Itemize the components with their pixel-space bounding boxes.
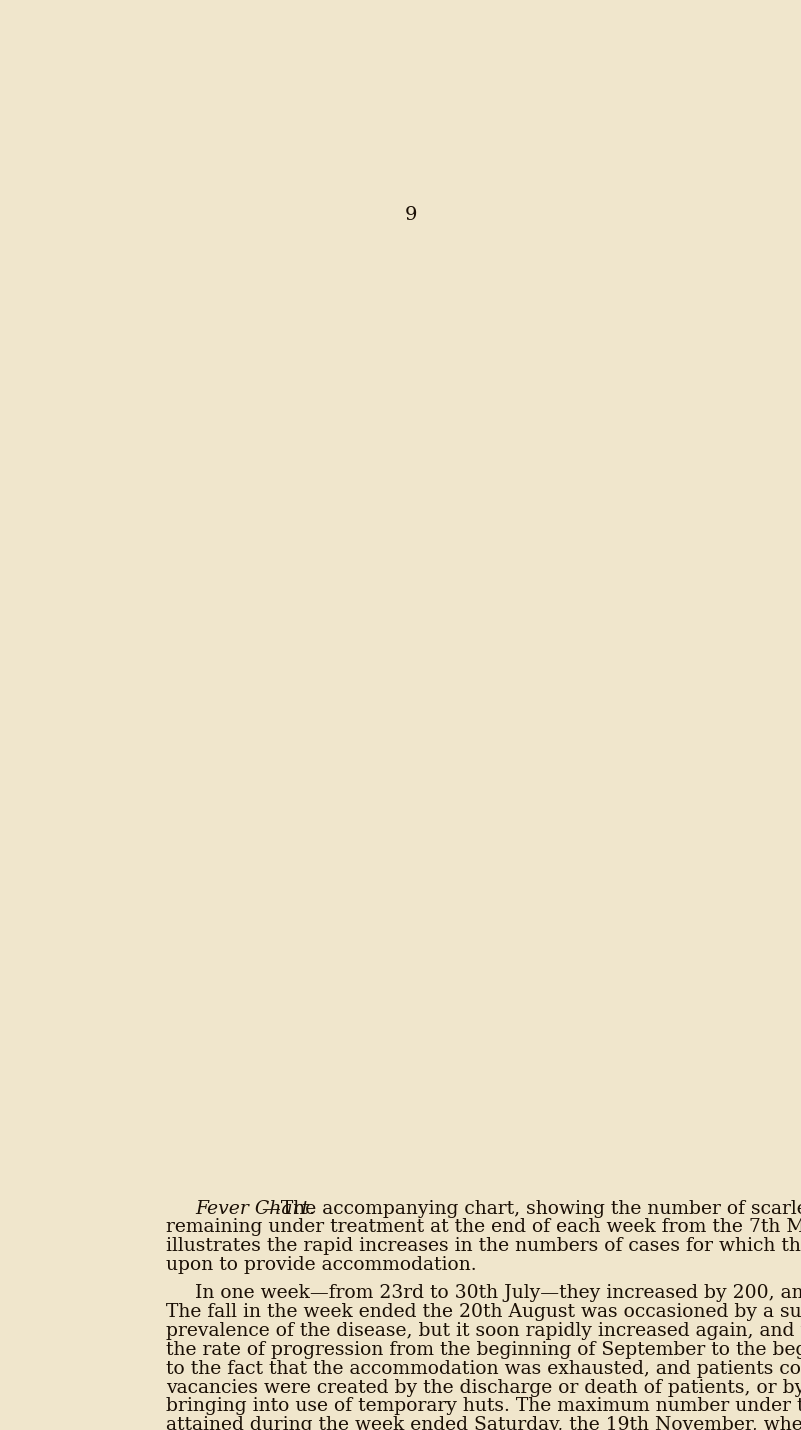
Text: 9: 9 xyxy=(405,206,417,225)
Text: attained during the week ended Saturday, the 19th November, when, as before stat: attained during the week ended Saturday,… xyxy=(166,1416,801,1430)
Text: bringing into use of temporary huts. The maximum number under treatment at one t: bringing into use of temporary huts. The… xyxy=(166,1397,801,1416)
Text: to the fact that the accommodation was exhausted, and patients could only be rec: to the fact that the accommodation was e… xyxy=(166,1360,801,1377)
Text: the rate of progression from the beginning of September to the beginning of Octo: the rate of progression from the beginni… xyxy=(166,1341,801,1358)
Text: upon to provide accommodation.: upon to provide accommodation. xyxy=(166,1256,477,1274)
Text: Fever Chart.: Fever Chart. xyxy=(195,1200,316,1217)
Text: In one week—from 23rd to 30th July—they increased by 200, and in another week by: In one week—from 23rd to 30th July—they … xyxy=(195,1284,801,1303)
Text: —The accompanying chart, showing the number of scarlet fever patients: —The accompanying chart, showing the num… xyxy=(262,1200,801,1217)
Text: illustrates the rapid increases in the numbers of cases for which the Managers w: illustrates the rapid increases in the n… xyxy=(166,1237,801,1256)
Text: prevalence of the disease, but it soon rapidly increased again, and the slight f: prevalence of the disease, but it soon r… xyxy=(166,1321,801,1340)
Text: remaining under treatment at the end of each week from the 7th May to the 31st D: remaining under treatment at the end of … xyxy=(166,1218,801,1237)
Text: The fall in the week ended the 20th August was occasioned by a sudden reduction : The fall in the week ended the 20th Augu… xyxy=(166,1303,801,1321)
Text: vacancies were created by the discharge or death of patients, or by the completi: vacancies were created by the discharge … xyxy=(166,1379,801,1397)
